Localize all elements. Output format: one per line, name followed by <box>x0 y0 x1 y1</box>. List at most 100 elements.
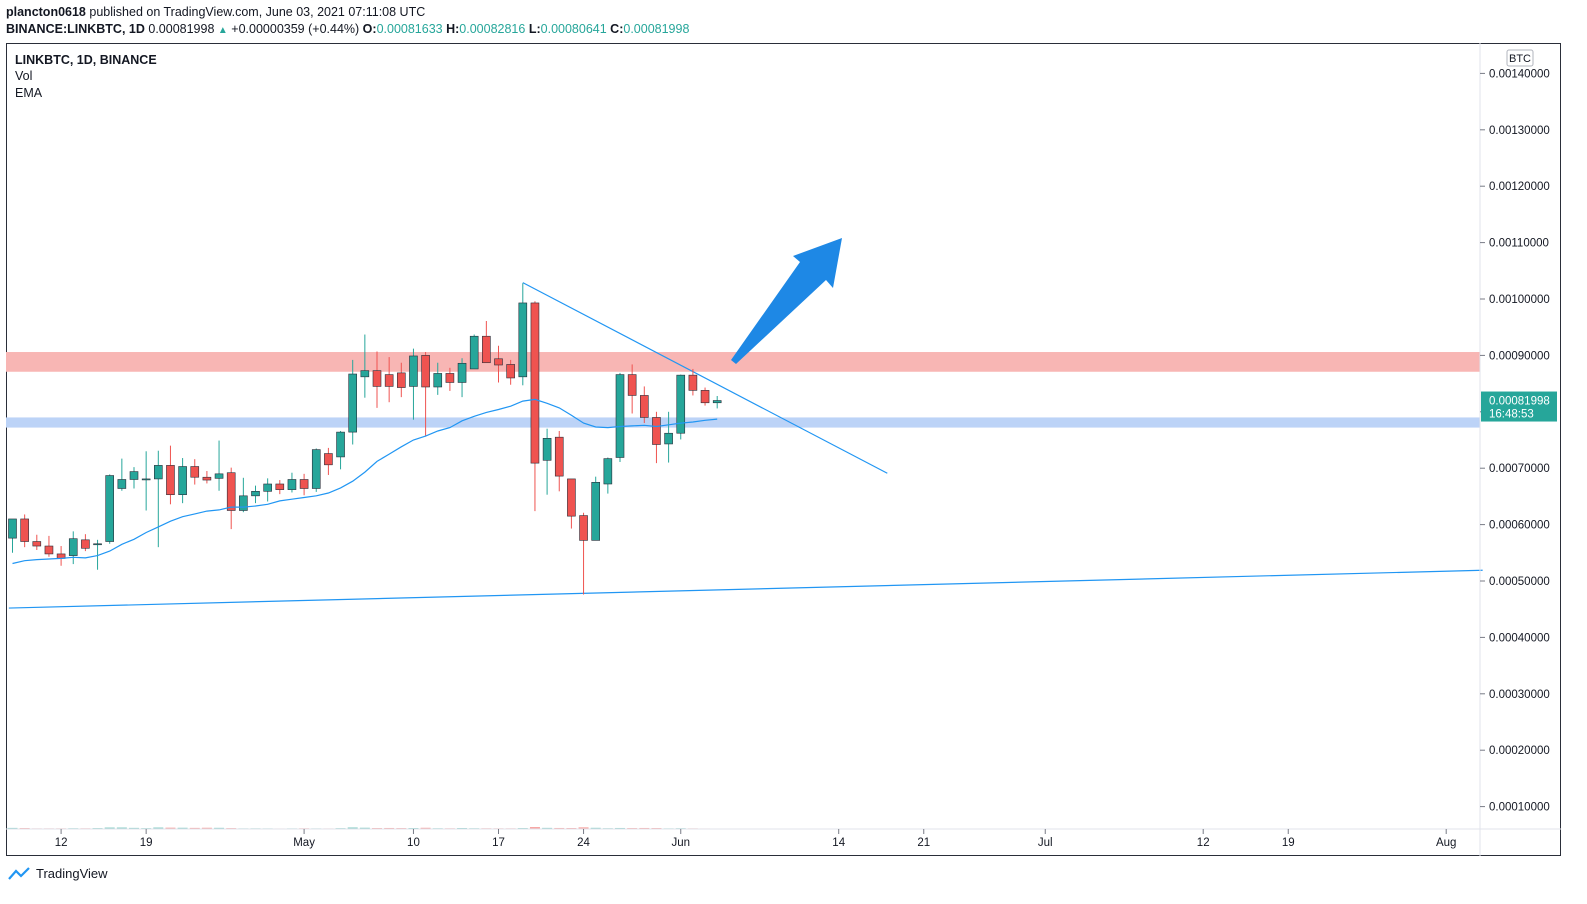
candle <box>554 430 564 492</box>
candle <box>445 367 455 391</box>
x-tick-label: 12 <box>1197 837 1210 849</box>
candle <box>506 359 515 385</box>
candle <box>81 534 90 552</box>
resistance-zone <box>6 352 1480 372</box>
volume-bar <box>615 827 625 829</box>
candle <box>263 478 272 502</box>
tradingview-logo[interactable]: TradingView <box>8 866 108 881</box>
candle <box>239 477 248 513</box>
author-name[interactable]: plancton0618 <box>6 5 86 19</box>
candle <box>251 485 260 504</box>
candle <box>129 467 139 489</box>
candle <box>190 459 200 485</box>
last-price: 0.00081998 <box>148 22 215 36</box>
candle <box>482 320 491 364</box>
symbol-line: BINANCE:LINKBTC, 1D <box>6 22 145 36</box>
chart-frame[interactable] <box>6 43 1561 856</box>
y-tick-label: 0.00070000 <box>1489 463 1550 475</box>
up-triangle-icon: ▲ <box>217 25 228 36</box>
countdown-label: 16:48:53 <box>1489 409 1534 421</box>
volume-bar <box>554 827 565 829</box>
candle <box>530 301 540 512</box>
candle <box>409 348 418 420</box>
volume-bar <box>165 827 176 829</box>
x-tick-label: 10 <box>407 837 420 849</box>
candle <box>226 467 236 530</box>
candle <box>676 374 686 440</box>
candle <box>166 445 175 505</box>
y-tick-label: 0.00110000 <box>1489 238 1549 250</box>
candle <box>433 362 443 395</box>
volume-bar <box>542 827 553 829</box>
candle <box>457 358 467 398</box>
x-tick-label: 19 <box>1282 837 1295 849</box>
volume-bar <box>359 827 370 829</box>
volume-bar <box>177 827 188 829</box>
x-tick-label: 21 <box>917 837 930 849</box>
open-value: 0.00081633 <box>376 22 443 36</box>
candle <box>712 396 722 409</box>
candle <box>360 334 370 398</box>
volume-bar <box>590 827 601 829</box>
candle <box>627 364 637 414</box>
volume-bar <box>639 827 650 829</box>
arrow-icon <box>731 238 842 364</box>
candle <box>421 352 430 437</box>
candle <box>688 368 698 396</box>
x-tick-label: May <box>293 837 315 849</box>
candle <box>20 514 29 548</box>
x-tick-label: Aug <box>1436 837 1456 849</box>
candle <box>567 478 576 529</box>
candle <box>8 518 17 553</box>
legend-symbol[interactable]: LINKBTC, 1D, BINANCE <box>15 53 157 67</box>
currency-badge: BTC <box>1506 49 1534 67</box>
descending-trendline[interactable] <box>522 282 888 474</box>
candle <box>44 535 54 557</box>
candle <box>275 480 285 495</box>
y-tick-label: 0.00040000 <box>1489 632 1550 644</box>
candle <box>299 473 309 496</box>
support-zone <box>6 417 1480 428</box>
low-value: 0.00080641 <box>540 22 607 36</box>
volume-bar <box>578 827 589 829</box>
legend-vol[interactable]: Vol <box>15 69 33 83</box>
ascending-trendline[interactable] <box>8 569 1483 609</box>
candle <box>542 428 552 495</box>
volume-bar <box>104 827 115 829</box>
x-tick-label: 12 <box>55 837 68 849</box>
candle <box>32 534 42 550</box>
candle <box>372 351 382 408</box>
candle <box>68 531 78 565</box>
footer-brand: TradingView <box>36 866 108 881</box>
candle <box>214 440 224 491</box>
candle <box>348 359 358 445</box>
y-tick-label: 0.00100000 <box>1489 294 1550 306</box>
y-tick-label: 0.00020000 <box>1489 745 1550 757</box>
volume-bar <box>420 827 431 829</box>
published-text: published on TradingView.com, June 03, 2… <box>89 5 426 19</box>
candle <box>615 372 625 462</box>
volume-bar <box>116 827 127 829</box>
x-tick-label: Jun <box>671 837 690 849</box>
volume-bar <box>7 827 18 829</box>
high-value: 0.00082816 <box>459 22 526 36</box>
candle <box>105 474 114 544</box>
candle <box>324 447 333 475</box>
y-tick-label: 0.00120000 <box>1489 181 1550 193</box>
candle <box>287 472 297 493</box>
candle <box>396 362 406 398</box>
y-tick-label: 0.00030000 <box>1489 689 1550 701</box>
high-label: H: <box>446 22 460 36</box>
y-tick-label: 0.00090000 <box>1489 350 1550 362</box>
publish-info: plancton0618 published on TradingView.co… <box>6 5 425 19</box>
candle <box>469 334 479 370</box>
y-tick-label: 0.00060000 <box>1489 520 1550 532</box>
legend-ema[interactable]: EMA <box>15 86 43 100</box>
candle <box>591 476 601 541</box>
x-tick-label: 24 <box>577 837 590 849</box>
candle <box>154 450 163 548</box>
candle <box>384 357 394 403</box>
y-tick-label: 0.00050000 <box>1489 576 1550 588</box>
